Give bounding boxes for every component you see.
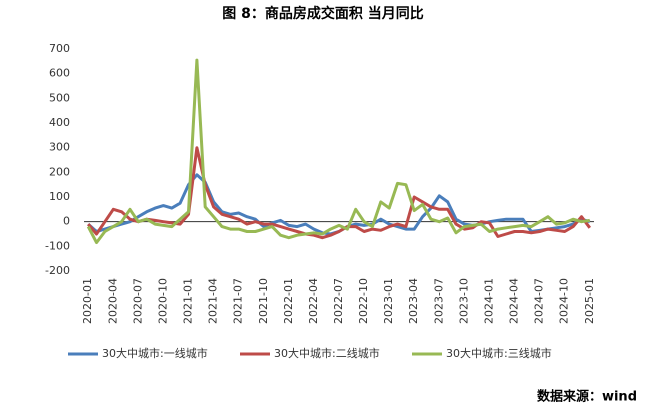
x-tick-label: 2022-04 bbox=[307, 278, 320, 324]
x-tick-label: 2024-04 bbox=[508, 278, 521, 324]
chart-title: 图 8：商品房成交面积 当月同比 bbox=[222, 5, 424, 22]
legend-label: 30大中城市:一线城市 bbox=[102, 346, 208, 360]
y-tick-label: 600 bbox=[49, 67, 70, 80]
x-tick-label: 2020-04 bbox=[106, 278, 119, 324]
x-tick-label: 2023-10 bbox=[457, 278, 470, 324]
y-tick-label: 700 bbox=[49, 42, 70, 55]
x-tick-label: 2024-07 bbox=[533, 278, 546, 324]
x-tick-label: 2021-10 bbox=[257, 278, 270, 324]
y-tick-label: -100 bbox=[45, 239, 70, 252]
x-tick-label: 2021-04 bbox=[207, 278, 220, 324]
x-tick-label: 2022-10 bbox=[357, 278, 370, 324]
y-tick-label: 300 bbox=[49, 141, 70, 154]
legend-label: 30大中城市:二线城市 bbox=[274, 346, 380, 360]
x-tick-label: 2020-01 bbox=[81, 278, 94, 324]
x-tick-label: 2023-07 bbox=[432, 278, 445, 324]
x-tick-label: 2020-10 bbox=[156, 278, 169, 324]
x-tick-label: 2023-04 bbox=[407, 278, 420, 324]
x-tick-label: 2021-07 bbox=[232, 278, 245, 324]
x-tick-label: 2023-01 bbox=[382, 278, 395, 324]
x-tick-label: 2021-01 bbox=[182, 278, 195, 324]
x-tick-label: 2024-01 bbox=[482, 278, 495, 324]
y-tick-label: 400 bbox=[49, 116, 70, 129]
legend-label: 30大中城市:三线城市 bbox=[446, 346, 552, 360]
x-tick-label: 2020-07 bbox=[131, 278, 144, 324]
y-tick-label: -200 bbox=[45, 264, 70, 277]
x-tick-label: 2025-01 bbox=[583, 278, 596, 324]
source-note: 数据来源：wind bbox=[537, 389, 637, 405]
line-series bbox=[87, 146, 592, 240]
x-tick-label: 2024-10 bbox=[558, 278, 571, 324]
x-tick-label: 2022-01 bbox=[282, 278, 295, 324]
x-tick-label: 2022-07 bbox=[332, 278, 345, 324]
line-series bbox=[86, 58, 591, 245]
y-tick-label: 100 bbox=[49, 190, 70, 203]
y-tick-label: 0 bbox=[63, 215, 70, 228]
y-tick-label: 500 bbox=[49, 91, 70, 104]
y-tick-label: 200 bbox=[49, 165, 70, 178]
